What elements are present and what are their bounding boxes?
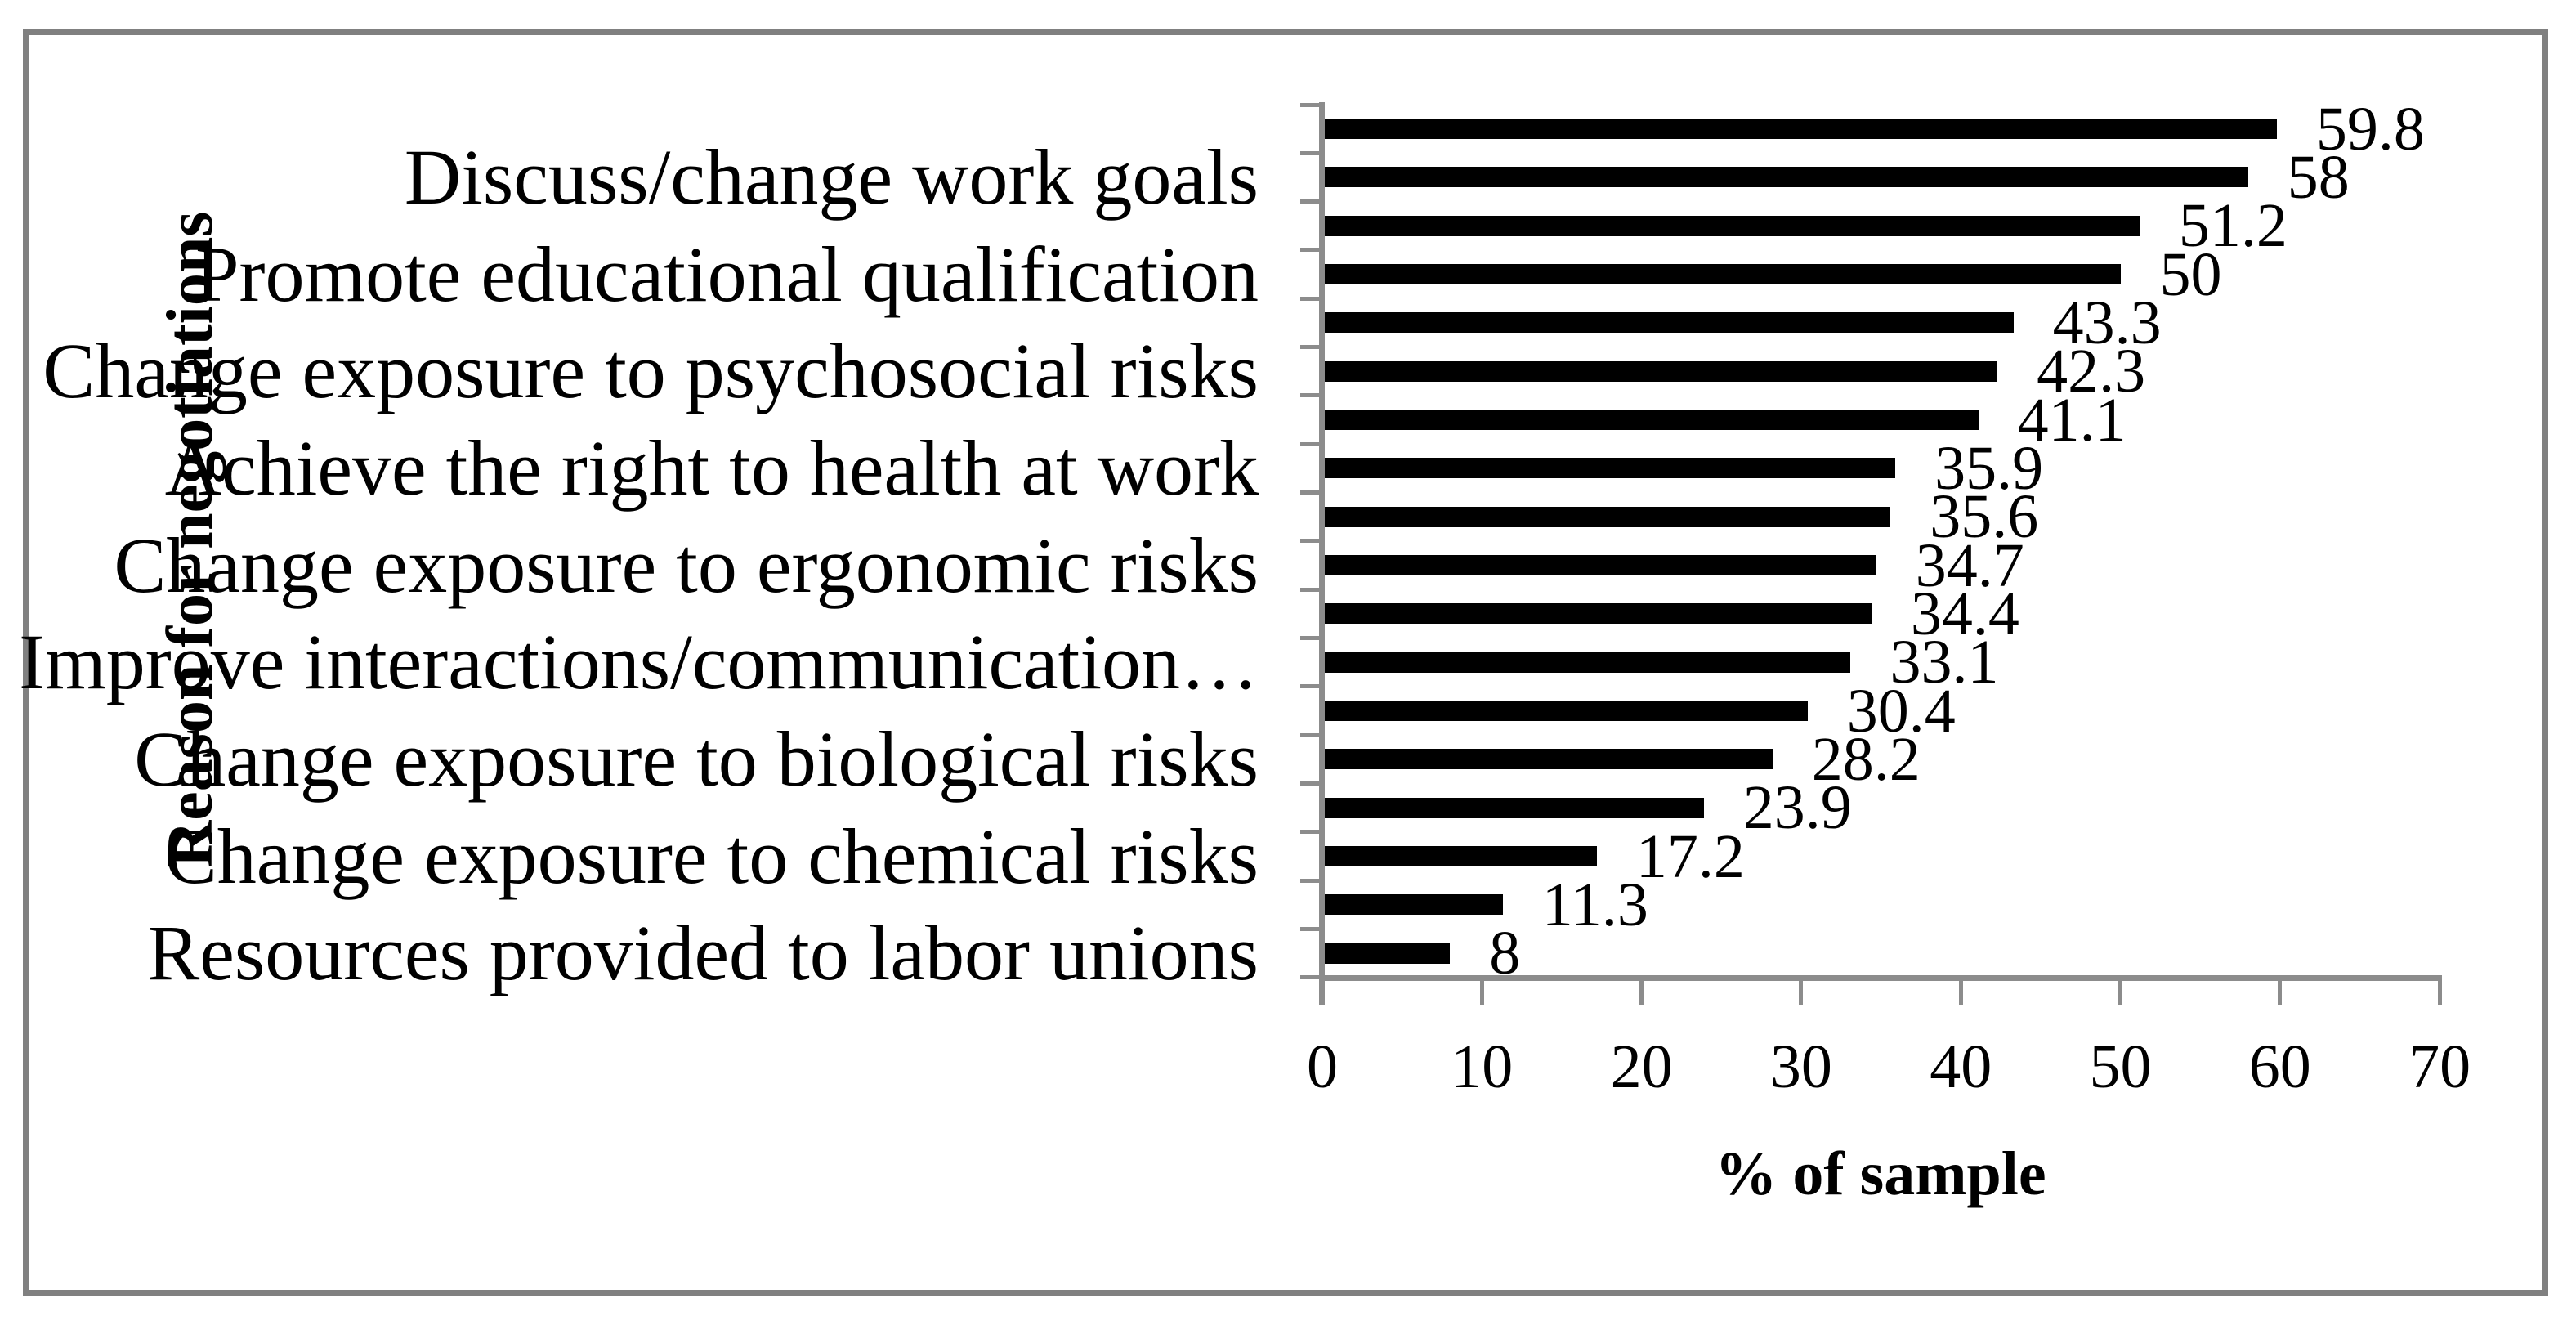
category-label: Change exposure to ergonomic risks (114, 521, 1259, 609)
bar (1322, 119, 2277, 140)
bar (1322, 410, 1979, 431)
y-axis-tick (1300, 490, 1322, 495)
y-axis-line (1318, 102, 1325, 1005)
x-tick-label: 70 (2408, 1032, 2471, 1101)
data-label: 43.3 (2052, 288, 2162, 357)
x-axis-tick (2437, 978, 2442, 1005)
y-axis-tick (1300, 441, 1322, 446)
x-axis-tick (2118, 978, 2122, 1005)
x-axis-tick (1799, 978, 1804, 1005)
data-label: 28.2 (1811, 724, 1921, 794)
chart-border-frame (23, 29, 2548, 1296)
y-axis-tick (1300, 684, 1322, 689)
data-label: 8 (1489, 919, 1521, 988)
category-label: Resources provided to labor unions (147, 909, 1259, 997)
x-tick-label: 10 (1451, 1032, 1514, 1101)
data-label: 51.2 (2178, 191, 2288, 261)
y-axis-tick (1300, 975, 1322, 980)
bar (1322, 603, 1872, 625)
category-label: Change exposure to psychosocial risks (42, 327, 1259, 415)
y-axis-tick (1300, 878, 1322, 883)
data-label: 35.9 (1934, 433, 2044, 503)
category-label: Change exposure to chemical risks (164, 812, 1259, 900)
y-axis-tick (1300, 830, 1322, 835)
data-label: 34.7 (1915, 531, 2024, 600)
bar (1322, 506, 1891, 527)
y-axis-tick (1300, 539, 1322, 544)
bar (1322, 894, 1503, 916)
data-label: 58 (2287, 142, 2350, 212)
data-label: 41.1 (2017, 385, 2127, 455)
bar (1322, 749, 1773, 770)
bar (1322, 360, 1998, 382)
bar (1322, 555, 1876, 576)
category-label: Discuss/change work goals (404, 132, 1259, 221)
data-label: 30.4 (1846, 676, 1956, 746)
x-axis-tick (1639, 978, 1644, 1005)
y-axis-tick (1300, 345, 1322, 350)
data-label: 50 (2159, 240, 2222, 309)
data-label: 35.6 (1930, 482, 2039, 552)
y-axis-tick (1300, 393, 1322, 398)
data-label: 42.3 (2037, 337, 2146, 406)
y-axis-tick (1300, 296, 1322, 301)
y-axis-tick (1300, 781, 1322, 786)
x-axis-title: % of sample (1715, 1140, 2046, 1208)
x-axis-line (1318, 975, 2443, 981)
x-tick-label: 30 (1769, 1032, 1832, 1101)
data-label: 33.1 (1890, 628, 1999, 697)
bar (1322, 652, 1851, 673)
data-label: 34.4 (1910, 579, 2019, 648)
x-tick-label: 50 (2089, 1032, 2152, 1101)
y-axis-tick (1300, 150, 1322, 155)
data-label: 11.3 (1541, 870, 1648, 939)
x-tick-label: 0 (1307, 1032, 1338, 1101)
category-label: Change exposure to biological risks (134, 714, 1259, 803)
category-label: Improve interactions/communication… (19, 618, 1259, 706)
bar (1322, 215, 2140, 236)
y-axis-tick (1300, 587, 1322, 592)
y-axis-tick (1300, 199, 1322, 204)
bar (1322, 167, 2248, 188)
bar (1322, 458, 1896, 479)
data-label: 59.8 (2315, 94, 2425, 163)
bar (1322, 846, 1597, 867)
x-tick-label: 40 (1930, 1032, 1992, 1101)
y-axis-tick (1300, 927, 1322, 932)
x-axis-tick (2278, 978, 2283, 1005)
category-label: Promote educational qualification (195, 230, 1259, 318)
data-label: 17.2 (1635, 822, 1745, 891)
y-axis-tick (1300, 102, 1322, 107)
x-tick-label: 20 (1610, 1032, 1673, 1101)
y-axis-tick (1300, 248, 1322, 253)
category-label: Achieve the right to health at work (164, 423, 1259, 512)
bar (1322, 701, 1808, 722)
y-axis-tick (1300, 732, 1322, 737)
data-label: 23.9 (1742, 773, 1852, 843)
x-tick-label: 60 (2248, 1032, 2311, 1101)
bar (1322, 264, 2121, 285)
bar (1322, 797, 1704, 818)
x-axis-tick (1958, 978, 1963, 1005)
x-axis-tick (1479, 978, 1484, 1005)
bar (1322, 943, 1451, 964)
bar (1322, 312, 2014, 334)
y-axis-tick (1300, 636, 1322, 641)
